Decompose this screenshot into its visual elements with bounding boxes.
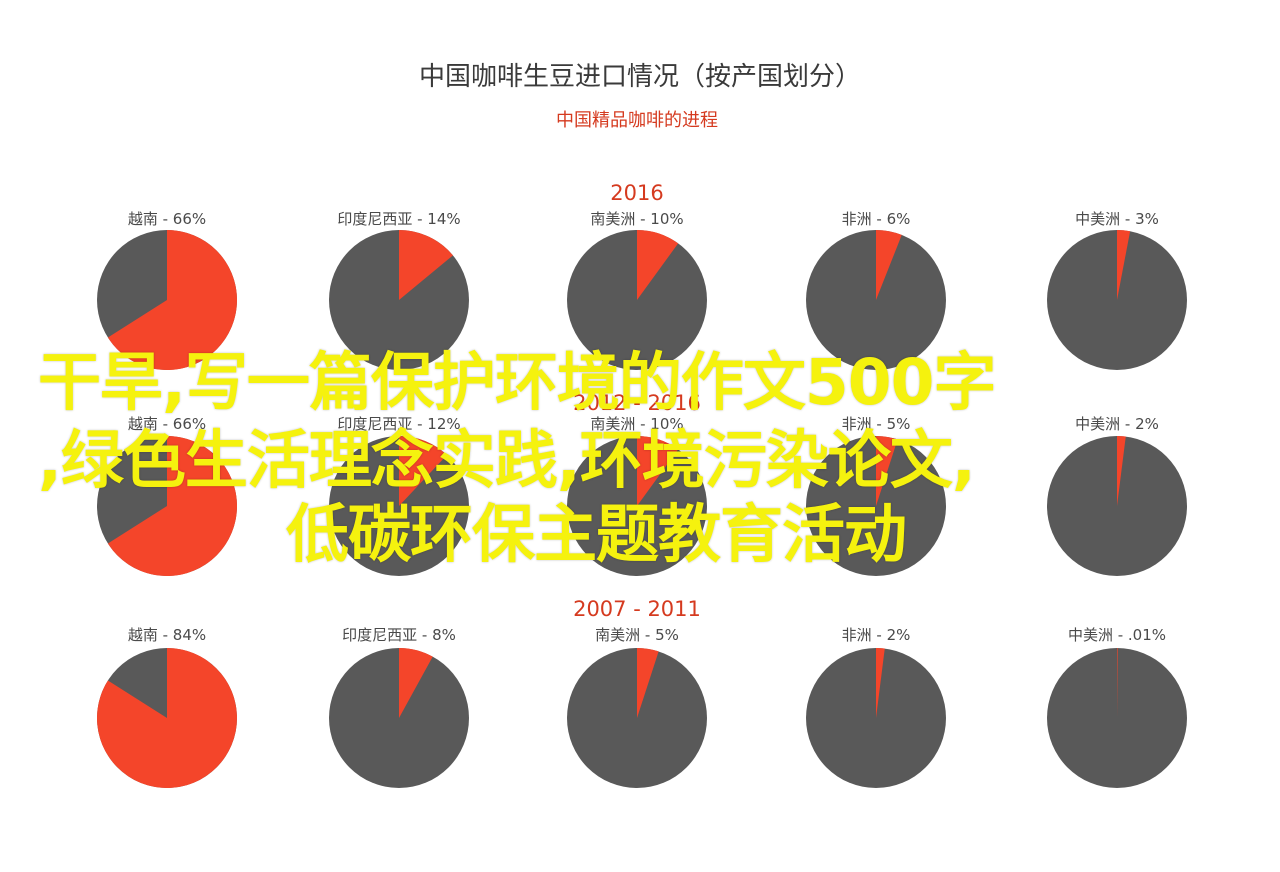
pie-rows: 2016 越南 - 66% 印度尼西亚 - 14% 南美洲 - 10% 非洲 - 6% 中…	[96, 181, 1187, 788]
pie-label: 印度尼西亚 - 12%	[337, 415, 460, 433]
pie-label: 南美洲 - 10%	[590, 210, 683, 228]
pie-highlight-slice	[1117, 436, 1126, 506]
pie-label: 南美洲 - 10%	[590, 415, 683, 433]
pie-label: 非洲 - 5%	[842, 415, 911, 433]
pie-highlight-slice	[399, 436, 447, 506]
pie: 印度尼西亚 - 14%	[329, 210, 469, 370]
pie-label: 越南 - 66%	[128, 210, 206, 228]
chart-subtitle: 中国精品咖啡的进程	[556, 110, 718, 131]
pie-row: 2007 - 2011 越南 - 84% 印度尼西亚 - 8% 南美洲 - 5% 非洲 …	[96, 597, 1187, 788]
chart-title: 中国咖啡生豆进口情况（按产国划分）	[419, 62, 861, 92]
pie: 非洲 - 6%	[806, 210, 946, 370]
pie-label: 印度尼西亚 - 14%	[337, 210, 460, 228]
pie-label: 非洲 - 2%	[842, 626, 911, 644]
pie-highlight-slice	[876, 648, 885, 718]
pie-highlight-slice	[107, 436, 238, 577]
pie: 越南 - 66%	[97, 210, 238, 371]
pie: 中美洲 - 2%	[1047, 415, 1187, 576]
pie-label: 中美洲 - .01%	[1068, 626, 1166, 644]
pie-row: 2016 越南 - 66% 印度尼西亚 - 14% 南美洲 - 10% 非洲 - 6% 中…	[97, 181, 1187, 371]
pie: 印度尼西亚 - 8%	[329, 626, 469, 788]
pie: 中美洲 - 3%	[1047, 210, 1187, 370]
pie-highlight-slice	[399, 648, 433, 718]
pie: 非洲 - 5%	[806, 415, 946, 576]
pie-row: 2012 - 2016 越南 - 66% 印度尼西亚 - 12% 南美洲 - 10% 非…	[97, 391, 1187, 577]
row-title: 2012 - 2016	[573, 391, 701, 415]
pie-label: 中美洲 - 2%	[1075, 415, 1159, 433]
pie-highlight-slice	[1117, 230, 1131, 300]
pie-label: 越南 - 84%	[128, 626, 206, 644]
pie: 印度尼西亚 - 12%	[329, 415, 469, 576]
pie-highlight-slice	[637, 230, 679, 300]
pie-highlight-slice	[876, 436, 898, 506]
pie: 越南 - 84%	[96, 626, 238, 788]
pie: 南美洲 - 10%	[567, 415, 707, 576]
pie-highlight-slice	[876, 230, 902, 300]
row-title: 2016	[610, 181, 663, 205]
pie: 南美洲 - 10%	[567, 210, 707, 370]
pie-highlight-slice	[637, 648, 659, 718]
pie-label: 越南 - 66%	[128, 415, 206, 433]
pie-highlight-slice	[399, 230, 453, 300]
pie-highlight-slice	[96, 648, 238, 788]
pie-label: 中美洲 - 3%	[1075, 210, 1159, 228]
pie-label: 印度尼西亚 - 8%	[342, 626, 456, 644]
pie: 越南 - 66%	[97, 415, 238, 577]
pie-highlight-slice	[637, 436, 679, 506]
pie-label: 非洲 - 6%	[842, 210, 911, 228]
pie-highlight-slice	[107, 230, 238, 371]
pie: 南美洲 - 5%	[567, 626, 707, 788]
pie: 非洲 - 2%	[806, 626, 946, 788]
pie-highlight-slice	[1117, 648, 1118, 718]
pie: 中美洲 - .01%	[1047, 626, 1187, 788]
pie-label: 南美洲 - 5%	[595, 626, 679, 644]
row-title: 2007 - 2011	[573, 597, 701, 621]
